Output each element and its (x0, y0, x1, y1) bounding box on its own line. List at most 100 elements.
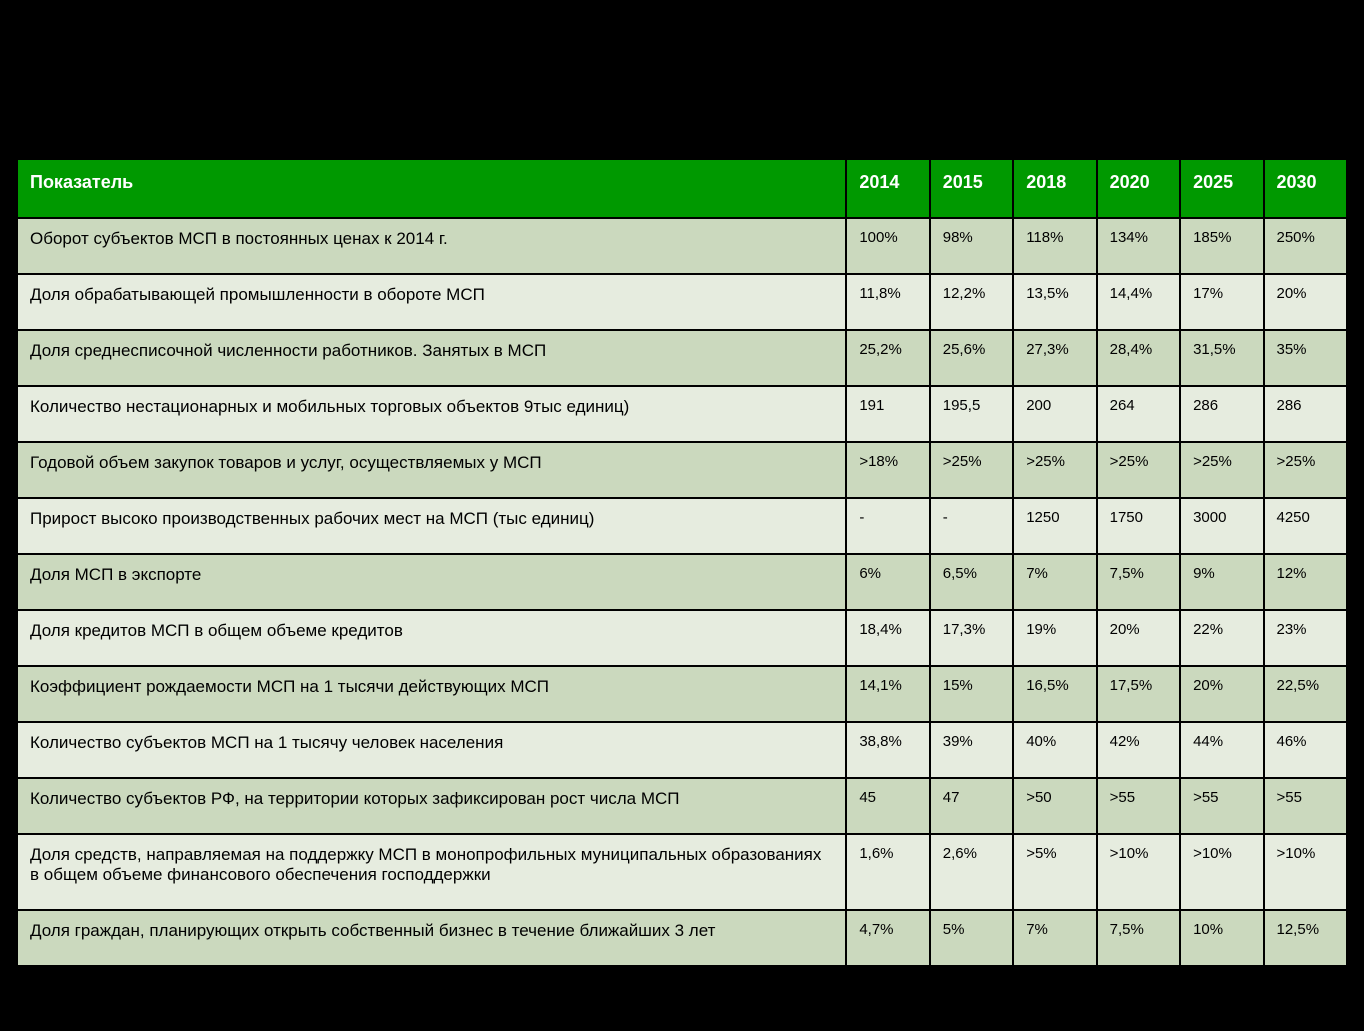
row-label: Количество субъектов РФ, на территории к… (18, 779, 845, 833)
row-value: 98% (931, 219, 1012, 273)
header-row: Показатель 2014 2015 2018 2020 2025 2030 (18, 160, 1346, 217)
row-value: 14,4% (1098, 275, 1179, 329)
table-row: Прирост высоко производственных рабочих … (18, 499, 1346, 553)
row-value: 46% (1265, 723, 1347, 777)
row-value: >50 (1014, 779, 1095, 833)
row-label: Прирост высоко производственных рабочих … (18, 499, 845, 553)
table-row: Количество нестационарных и мобильных то… (18, 387, 1346, 441)
row-value: 7,5% (1098, 555, 1179, 609)
row-value: 19% (1014, 611, 1095, 665)
row-value: 195,5 (931, 387, 1012, 441)
row-label: Доля средств, направляемая на поддержку … (18, 835, 845, 909)
row-value: 286 (1181, 387, 1262, 441)
header-col-0: Показатель (18, 160, 845, 217)
row-value: 1,6% (847, 835, 928, 909)
table-row: Доля граждан, планирующих открыть собств… (18, 911, 1346, 965)
header-col-6: 2030 (1265, 160, 1347, 217)
row-value: 20% (1265, 275, 1347, 329)
row-value: 11,8% (847, 275, 928, 329)
row-label: Доля кредитов МСП в общем объеме кредито… (18, 611, 845, 665)
table-header: Показатель 2014 2015 2018 2020 2025 2030 (18, 160, 1346, 217)
table-row: Оборот субъектов МСП в постоянных ценах … (18, 219, 1346, 273)
row-value: >10% (1181, 835, 1262, 909)
row-value: 20% (1181, 667, 1262, 721)
row-value: 2,6% (931, 835, 1012, 909)
row-label: Годовой объем закупок товаров и услуг, о… (18, 443, 845, 497)
row-value: 35% (1265, 331, 1347, 385)
row-value: 31,5% (1181, 331, 1262, 385)
row-value: 47 (931, 779, 1012, 833)
header-col-4: 2020 (1098, 160, 1179, 217)
table-row: Доля МСП в экспорте 6% 6,5% 7% 7,5% 9% 1… (18, 555, 1346, 609)
row-value: 27,3% (1014, 331, 1095, 385)
row-value: >18% (847, 443, 928, 497)
row-label: Доля среднесписочной численности работни… (18, 331, 845, 385)
row-value: 9% (1181, 555, 1262, 609)
row-label: Количество субъектов МСП на 1 тысячу чел… (18, 723, 845, 777)
row-value: 100% (847, 219, 928, 273)
row-label: Доля МСП в экспорте (18, 555, 845, 609)
row-value: 286 (1265, 387, 1347, 441)
row-value: 12,5% (1265, 911, 1347, 965)
row-value: 39% (931, 723, 1012, 777)
row-value: 17,5% (1098, 667, 1179, 721)
row-value: 264 (1098, 387, 1179, 441)
header-col-5: 2025 (1181, 160, 1262, 217)
row-value: 28,4% (1098, 331, 1179, 385)
header-col-2: 2015 (931, 160, 1012, 217)
row-value: 7,5% (1098, 911, 1179, 965)
row-value: 250% (1265, 219, 1347, 273)
row-value: 42% (1098, 723, 1179, 777)
row-value: 22% (1181, 611, 1262, 665)
row-value: 10% (1181, 911, 1262, 965)
row-value: 20% (1098, 611, 1179, 665)
row-value: 1750 (1098, 499, 1179, 553)
row-value: 200 (1014, 387, 1095, 441)
table-row: Доля кредитов МСП в общем объеме кредито… (18, 611, 1346, 665)
row-value: 185% (1181, 219, 1262, 273)
row-value: 15% (931, 667, 1012, 721)
row-value: 1250 (1014, 499, 1095, 553)
row-value: >25% (931, 443, 1012, 497)
row-value: 18,4% (847, 611, 928, 665)
header-col-3: 2018 (1014, 160, 1095, 217)
row-value: 40% (1014, 723, 1095, 777)
row-value: >55 (1265, 779, 1347, 833)
table-row: Количество субъектов МСП на 1 тысячу чел… (18, 723, 1346, 777)
row-value: 7% (1014, 911, 1095, 965)
row-value: 17,3% (931, 611, 1012, 665)
row-label: Количество нестационарных и мобильных то… (18, 387, 845, 441)
table-row: Количество субъектов РФ, на территории к… (18, 779, 1346, 833)
row-value: >10% (1098, 835, 1179, 909)
row-value: 7% (1014, 555, 1095, 609)
row-value: >55 (1098, 779, 1179, 833)
table-row: Доля средств, направляемая на поддержку … (18, 835, 1346, 909)
row-value: 14,1% (847, 667, 928, 721)
row-value: >25% (1014, 443, 1095, 497)
row-label: Коэффициент рождаемости МСП на 1 тысячи … (18, 667, 845, 721)
row-value: - (847, 499, 928, 553)
row-value: 3000 (1181, 499, 1262, 553)
table-row: Годовой объем закупок товаров и услуг, о… (18, 443, 1346, 497)
row-value: 12% (1265, 555, 1347, 609)
row-value: 45 (847, 779, 928, 833)
row-value: 4250 (1265, 499, 1347, 553)
table-container: Показатель 2014 2015 2018 2020 2025 2030… (16, 158, 1348, 967)
table-body: Оборот субъектов МСП в постоянных ценах … (18, 219, 1346, 965)
row-value: 25,6% (931, 331, 1012, 385)
header-col-1: 2014 (847, 160, 928, 217)
row-value: - (931, 499, 1012, 553)
row-value: 6% (847, 555, 928, 609)
row-value: 6,5% (931, 555, 1012, 609)
row-value: 4,7% (847, 911, 928, 965)
table-row: Доля среднесписочной численности работни… (18, 331, 1346, 385)
row-value: 118% (1014, 219, 1095, 273)
table-row: Коэффициент рождаемости МСП на 1 тысячи … (18, 667, 1346, 721)
row-value: 23% (1265, 611, 1347, 665)
row-value: 16,5% (1014, 667, 1095, 721)
row-value: >55 (1181, 779, 1262, 833)
row-value: 38,8% (847, 723, 928, 777)
row-value: 191 (847, 387, 928, 441)
row-value: 5% (931, 911, 1012, 965)
row-value: 17% (1181, 275, 1262, 329)
